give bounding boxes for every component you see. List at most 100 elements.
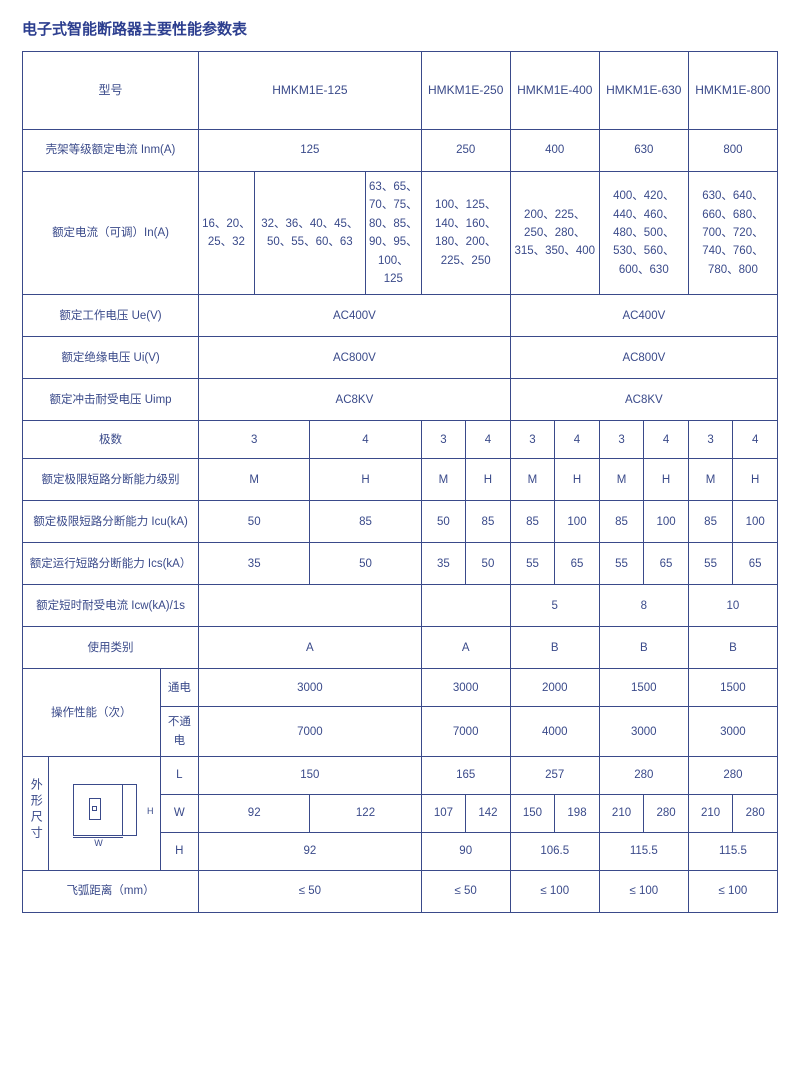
val: ≤ 100 (599, 871, 688, 913)
label: 操作性能（次） (23, 669, 161, 757)
label: 额定极限短路分断能力级别 (23, 459, 199, 501)
row-ics: 额定运行短路分断能力 Ics(kA） 35 50 35 50 55 65 55 … (23, 543, 778, 585)
val: B (510, 627, 599, 669)
val: 122 (310, 795, 421, 833)
dims-group-label: 外形尺寸 (23, 757, 49, 871)
val: 800 (688, 130, 777, 172)
val: 55 (688, 543, 733, 585)
val: 400、420、440、460、480、500、530、560、600、630 (599, 172, 688, 295)
val: 106.5 (510, 833, 599, 871)
val: 92 (199, 833, 422, 871)
val: 115.5 (599, 833, 688, 871)
val: 3000 (199, 669, 422, 707)
val: 100 (555, 501, 600, 543)
val: 63、65、70、75、80、85、90、95、100、125 (365, 172, 421, 295)
val: 90 (421, 833, 510, 871)
label: 额定极限短路分断能力 Icu(kA) (23, 501, 199, 543)
val: 7000 (421, 707, 510, 757)
row-frame-current: 壳架等级额定电流 Inm(A) 125 250 400 630 800 (23, 130, 778, 172)
val: 5 (510, 585, 599, 627)
val: 3 (688, 421, 733, 459)
val: M (199, 459, 310, 501)
val: 3 (199, 421, 310, 459)
val: 400 (510, 130, 599, 172)
sublabel: H (160, 833, 198, 871)
val: H (733, 459, 778, 501)
val: H (555, 459, 600, 501)
model-1: HMKM1E-250 (421, 52, 510, 130)
val: 7000 (199, 707, 422, 757)
val: AC800V (199, 337, 511, 379)
val: 100 (733, 501, 778, 543)
val: 35 (199, 543, 310, 585)
val: 65 (555, 543, 600, 585)
val: B (688, 627, 777, 669)
row-poles: 极数 3 4 3 4 3 4 3 4 3 4 (23, 421, 778, 459)
row-uimp: 额定冲击耐受电压 Uimp AC8KV AC8KV (23, 379, 778, 421)
val: 630、640、660、680、700、720、740、760、780、800 (688, 172, 777, 295)
val: 198 (555, 795, 600, 833)
val: M (421, 459, 466, 501)
val: 92 (199, 795, 310, 833)
label: 额定运行短路分断能力 Ics(kA） (23, 543, 199, 585)
row-ui: 额定绝缘电压 Ui(V) AC800V AC800V (23, 337, 778, 379)
val: 55 (599, 543, 644, 585)
val: 4 (644, 421, 689, 459)
row-ops-on: 操作性能（次） 通电 3000 3000 2000 1500 1500 (23, 669, 778, 707)
val: 85 (510, 501, 555, 543)
val: 4 (555, 421, 600, 459)
val: 85 (466, 501, 511, 543)
label: 额定短时耐受电流 Icw(kA)/1s (23, 585, 199, 627)
row-rated-current: 额定电流（可调）In(A) 16、20、25、32 32、36、40、45、50… (23, 172, 778, 295)
val: B (599, 627, 688, 669)
val (421, 585, 510, 627)
sublabel: W (160, 795, 198, 833)
val: 210 (688, 795, 733, 833)
val: AC8KV (510, 379, 777, 421)
val: 280 (688, 757, 777, 795)
val: 3 (599, 421, 644, 459)
dimension-diagram: W H (49, 757, 160, 871)
val: 4 (733, 421, 778, 459)
val: 150 (199, 757, 422, 795)
model-2: HMKM1E-400 (510, 52, 599, 130)
val: 55 (510, 543, 555, 585)
val: 142 (466, 795, 511, 833)
val: M (688, 459, 733, 501)
val: M (599, 459, 644, 501)
model-3: HMKM1E-630 (599, 52, 688, 130)
val: 35 (421, 543, 466, 585)
label: 壳架等级额定电流 Inm(A) (23, 130, 199, 172)
val: 8 (599, 585, 688, 627)
val: 50 (466, 543, 511, 585)
val: 50 (310, 543, 421, 585)
val: 150 (510, 795, 555, 833)
val: 257 (510, 757, 599, 795)
val: A (421, 627, 510, 669)
val: 4000 (510, 707, 599, 757)
model-label: 型号 (23, 52, 199, 130)
val: 200、225、250、280、315、350、400 (510, 172, 599, 295)
val: 115.5 (688, 833, 777, 871)
row-arc: 飞弧距离（mm） ≤ 50 ≤ 50 ≤ 100 ≤ 100 ≤ 100 (23, 871, 778, 913)
val: H (466, 459, 511, 501)
label: 额定电流（可调）In(A) (23, 172, 199, 295)
val: ≤ 100 (688, 871, 777, 913)
val: 85 (310, 501, 421, 543)
label: 额定工作电压 Ue(V) (23, 295, 199, 337)
val: 50 (421, 501, 466, 543)
val: 65 (644, 543, 689, 585)
label: 使用类别 (23, 627, 199, 669)
label: 额定绝缘电压 Ui(V) (23, 337, 199, 379)
val: 10 (688, 585, 777, 627)
val: AC400V (510, 295, 777, 337)
val: ≤ 50 (421, 871, 510, 913)
model-0: HMKM1E-125 (199, 52, 422, 130)
model-4: HMKM1E-800 (688, 52, 777, 130)
val: 65 (733, 543, 778, 585)
val: 250 (421, 130, 510, 172)
val: 3000 (688, 707, 777, 757)
val: 50 (199, 501, 310, 543)
label: 额定冲击耐受电压 Uimp (23, 379, 199, 421)
val: 280 (733, 795, 778, 833)
